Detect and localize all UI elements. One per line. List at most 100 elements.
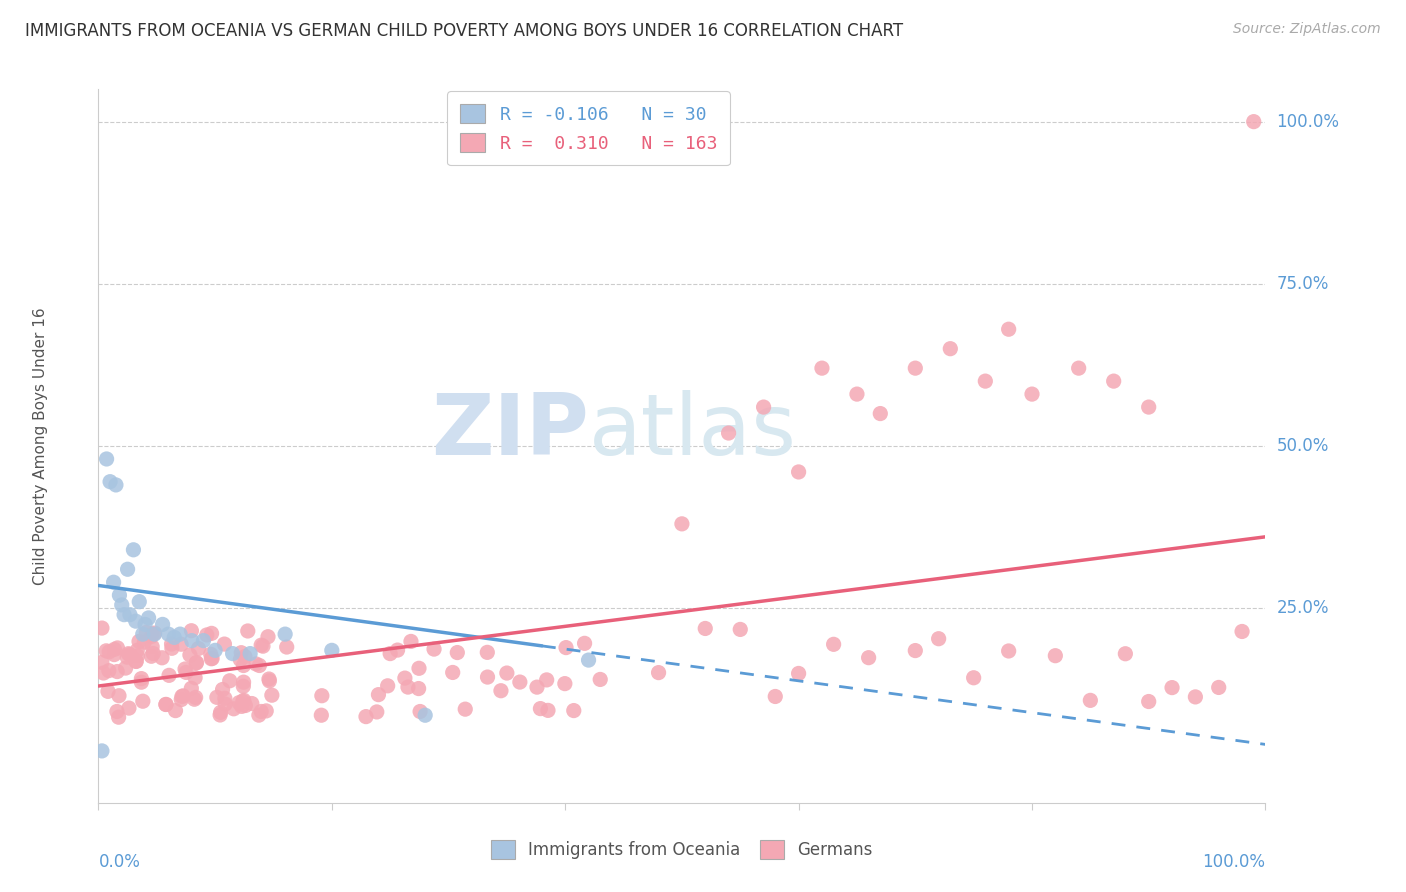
Point [103,642,125,657]
Point [562,704,585,718]
Point [554,676,576,690]
Point [578,653,600,667]
Point [127,643,149,657]
Point [1208,681,1230,695]
Point [187,641,209,656]
Point [128,634,150,648]
Point [193,633,215,648]
Point [846,387,869,401]
Point [1184,690,1206,704]
Point [107,710,129,724]
Point [399,634,422,648]
Point [155,698,177,712]
Point [236,624,259,638]
Point [232,693,254,707]
Point [396,680,419,694]
Point [589,673,612,687]
Point [122,542,145,557]
Point [1114,647,1136,661]
Point [387,643,409,657]
Point [209,708,232,723]
Point [245,657,267,671]
Point [1161,681,1184,695]
Point [509,675,531,690]
Point [214,637,236,651]
Point [112,607,135,622]
Point [170,692,193,706]
Point [1230,624,1253,639]
Point [128,595,150,609]
Point [118,701,141,715]
Point [105,665,128,679]
Point [169,627,191,641]
Text: 100.0%: 100.0% [1202,853,1265,871]
Point [730,623,752,637]
Point [97,664,120,678]
Point [165,704,187,718]
Point [252,639,274,653]
Point [180,633,202,648]
Point [823,637,845,651]
Point [170,690,193,704]
Point [204,643,226,657]
Point [232,694,254,708]
Point [132,694,155,708]
Point [239,647,262,661]
Point [380,647,402,661]
Point [232,675,254,690]
Point [155,698,177,712]
Point [858,650,880,665]
Text: atlas: atlas [589,390,797,474]
Point [787,666,810,681]
Point [477,645,499,659]
Point [103,575,125,590]
Point [254,704,277,718]
Point [170,637,193,651]
Point [114,661,136,675]
Point [408,681,430,696]
Point [752,400,775,414]
Point [172,689,194,703]
Point [118,648,141,662]
Point [93,666,115,681]
Point [131,672,153,686]
Point [125,654,148,668]
Point [117,647,139,661]
Point [107,640,129,655]
Point [152,617,174,632]
Text: 0.0%: 0.0% [98,853,141,871]
Point [413,708,436,723]
Point [537,703,560,717]
Point [184,690,207,705]
Point [97,684,120,698]
Point [135,625,157,640]
Point [141,627,163,641]
Point [811,361,834,376]
Point [98,475,121,489]
Point [96,452,118,467]
Point [132,627,155,641]
Point [454,702,477,716]
Point [111,598,134,612]
Point [274,627,297,641]
Point [90,621,112,635]
Point [997,322,1019,336]
Point [1102,374,1125,388]
Point [250,705,273,719]
Point [222,702,245,716]
Point [1137,694,1160,708]
Point [529,701,551,715]
Point [446,646,468,660]
Point [150,650,173,665]
Point [408,661,430,675]
Text: Source: ZipAtlas.com: Source: ZipAtlas.com [1233,22,1381,37]
Point [134,617,156,632]
Point [157,627,180,641]
Point [214,691,236,706]
Point [257,630,280,644]
Point [211,682,233,697]
Point [1021,387,1043,401]
Text: ZIP: ZIP [430,390,589,474]
Point [200,647,222,661]
Point [441,665,464,680]
